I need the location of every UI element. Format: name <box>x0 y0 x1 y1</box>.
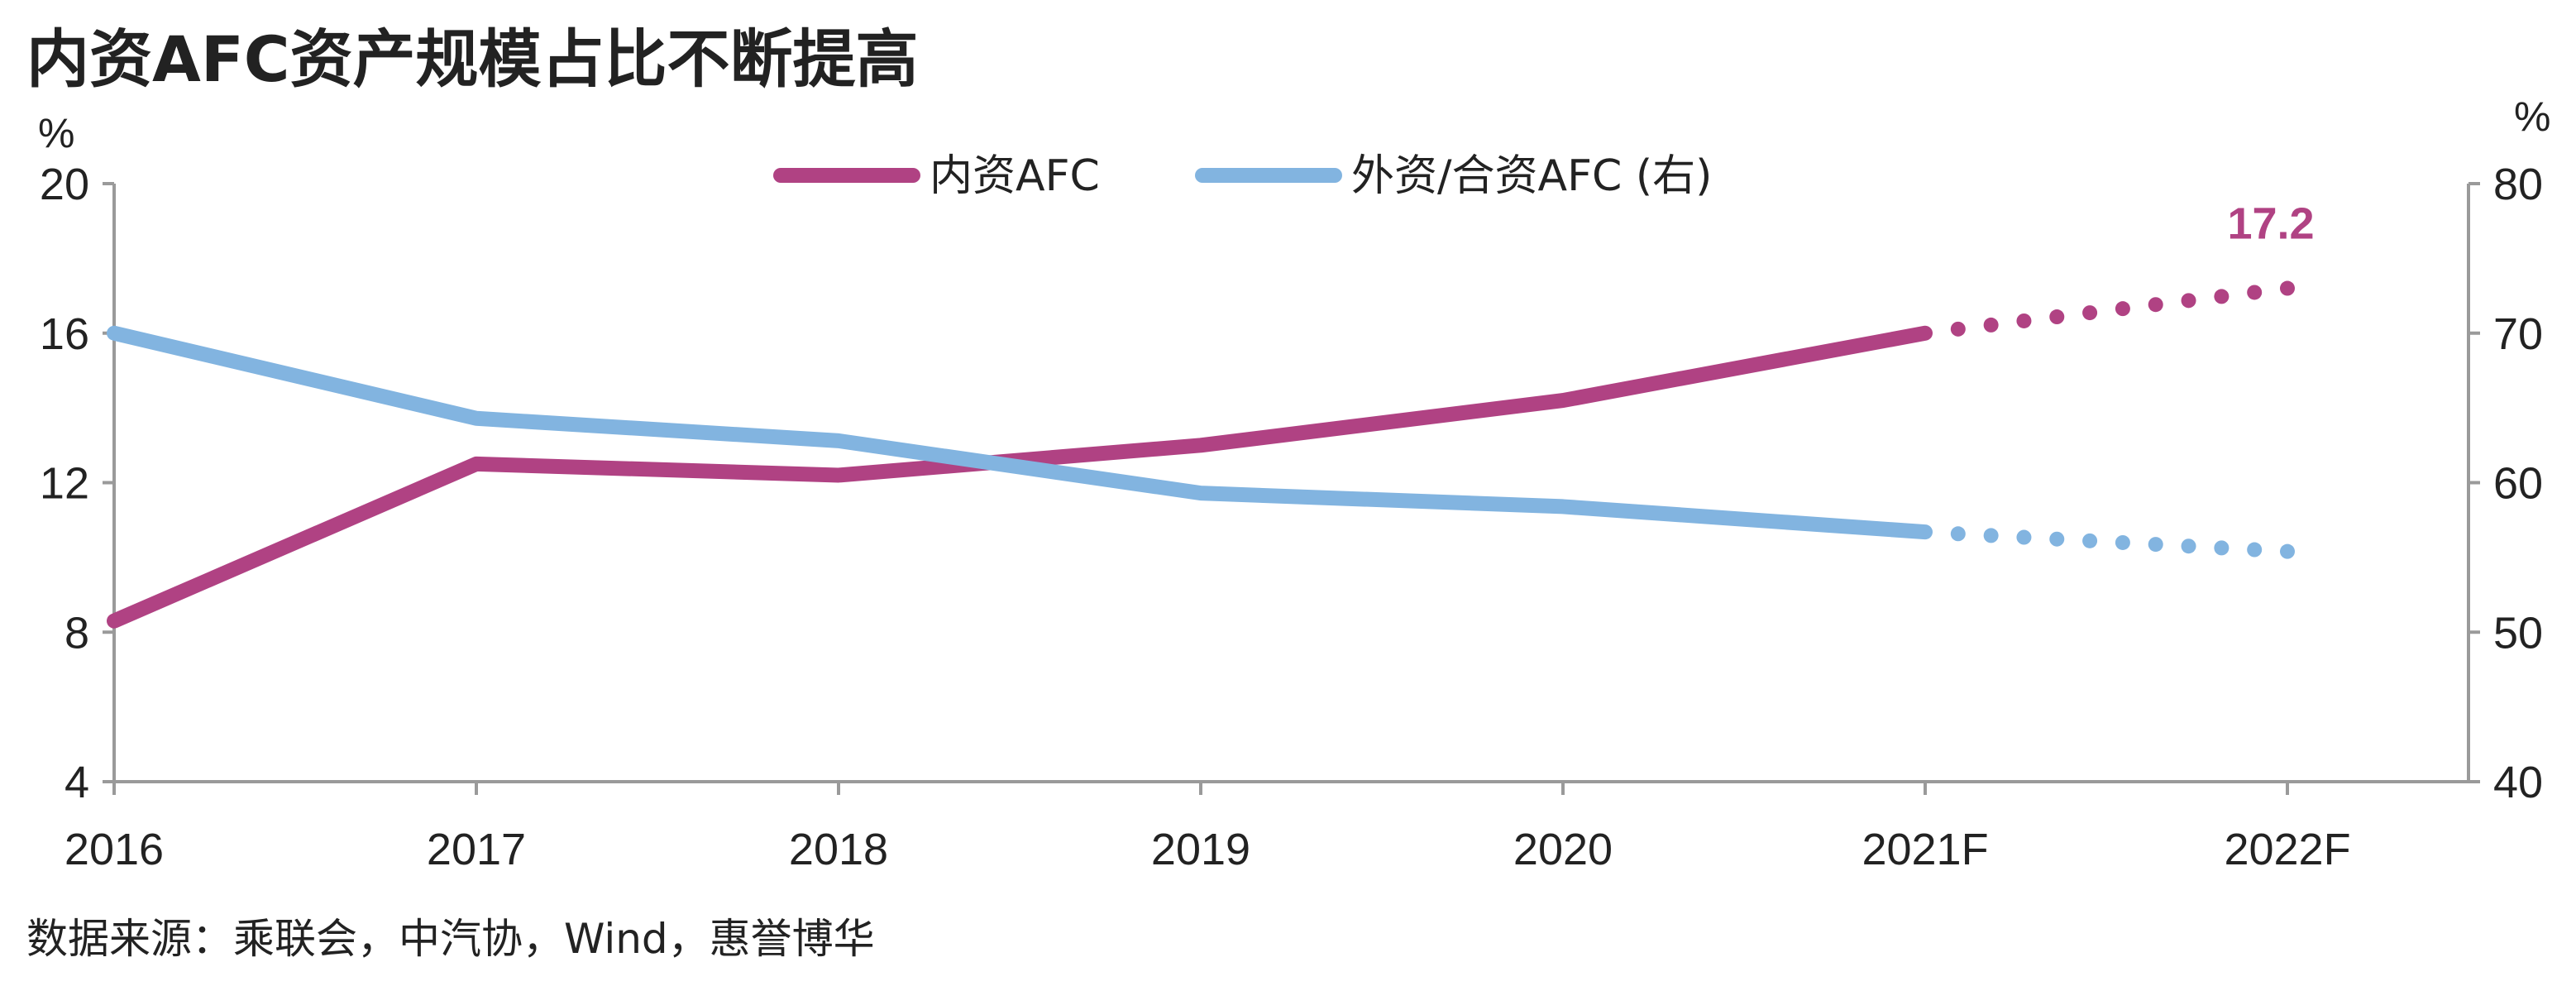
right-axis-ticks: 80 70 60 50 40 <box>2468 160 2543 807</box>
source-note: 数据来源：乘联会，中汽协，Wind，惠誉博华 <box>26 915 875 963</box>
forecast-dot-domestic <box>2049 309 2065 325</box>
legend: 内资AFC 外资/合资AFC (右) <box>773 151 1712 201</box>
left-axis-ticks: 20 16 12 8 4 <box>40 160 114 807</box>
x-tick-label: 2017 <box>427 825 526 874</box>
left-tick-label: 16 <box>40 309 89 359</box>
forecast-dot-foreign <box>2016 529 2032 545</box>
axes <box>112 184 2470 783</box>
forecast-dot-domestic <box>2148 297 2163 313</box>
left-tick-label: 20 <box>40 160 89 209</box>
left-tick-label: 8 <box>65 608 89 658</box>
forecast-dot-foreign <box>2214 540 2230 556</box>
right-axis-unit: % <box>2514 93 2550 140</box>
forecast-dot-domestic <box>2247 285 2263 300</box>
series-line-foreign <box>107 325 1933 540</box>
right-tick-label: 60 <box>2493 459 2543 509</box>
series-line-domestic <box>107 325 1933 629</box>
forecast-dot-domestic <box>2115 301 2130 317</box>
forecast-dot-domestic <box>1950 321 1966 337</box>
forecast-dot-domestic <box>1983 317 1999 333</box>
right-tick-label: 70 <box>2493 309 2543 359</box>
forecast-dot-foreign <box>2082 533 2098 548</box>
chart-title: 内资AFC资产规模占比不断提高 <box>26 22 919 96</box>
x-tick-label: 2022F <box>2224 825 2350 874</box>
x-tick-label: 2019 <box>1151 825 1250 874</box>
x-axis-ticks: 2016 2017 2018 2019 2020 2021F 2022F <box>65 782 2351 874</box>
series-layer <box>107 280 2295 629</box>
forecast-dot-foreign <box>2247 542 2263 558</box>
forecast-dot-domestic <box>2181 293 2196 309</box>
forecast-dot-domestic <box>2280 280 2295 296</box>
legend-label-foreign: 外资/合资AFC (右) <box>1351 151 1712 201</box>
forecast-dot-foreign <box>2115 534 2130 550</box>
forecast-dot-domestic <box>2082 305 2098 321</box>
x-tick-label: 2021F <box>1862 825 1988 874</box>
left-tick-label: 4 <box>65 758 89 807</box>
legend-label-domestic: 内资AFC <box>930 151 1100 201</box>
x-tick-label: 2020 <box>1513 825 1613 874</box>
forecast-dot-foreign <box>1983 528 1999 543</box>
forecast-dot-foreign <box>2280 543 2295 559</box>
forecast-dot-domestic <box>2016 313 2032 328</box>
forecast-dot-foreign <box>2049 531 2065 547</box>
right-tick-label: 40 <box>2493 758 2543 807</box>
right-tick-label: 80 <box>2493 160 2543 209</box>
data-label-2022f-domestic: 17.2 <box>2227 199 2314 249</box>
x-tick-label: 2018 <box>789 825 888 874</box>
forecast-dot-domestic <box>2214 289 2230 304</box>
x-tick-label: 2016 <box>65 825 164 874</box>
forecast-dot-foreign <box>2181 538 2196 554</box>
left-tick-label: 12 <box>40 459 89 509</box>
forecast-dot-foreign <box>1950 526 1966 542</box>
forecast-dot-foreign <box>2148 537 2163 553</box>
left-axis-unit: % <box>38 110 74 156</box>
right-tick-label: 50 <box>2493 608 2543 658</box>
